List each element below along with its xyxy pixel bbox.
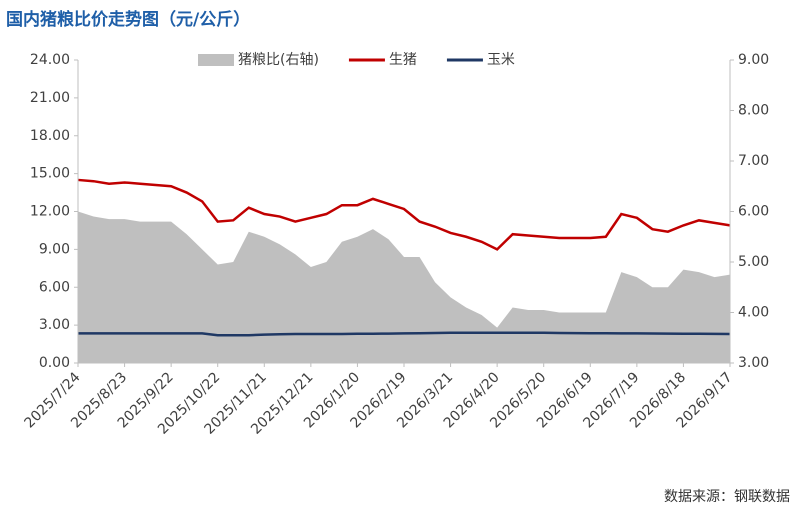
y-tick-label: 0.00 (39, 355, 70, 371)
y2-tick-label: 6.00 (738, 204, 769, 220)
y-tick-label: 15.00 (30, 166, 70, 182)
y-tick-label: 3.00 (39, 317, 70, 333)
y2-tick-label: 7.00 (738, 153, 769, 169)
legend-label: 生猪 (389, 52, 417, 68)
y-tick-label: 18.00 (30, 128, 70, 144)
y2-tick-label: 3.00 (738, 355, 769, 371)
area (78, 211, 730, 363)
y2-tick-label: 8.00 (738, 103, 769, 119)
legend-label: 猪粮比(右轴) (238, 52, 319, 68)
y2-tick-label: 4.00 (738, 305, 769, 321)
y-tick-label: 6.00 (39, 279, 70, 295)
y-tick-label: 12.00 (30, 204, 70, 220)
y2-tick-label: 5.00 (738, 254, 769, 270)
y2-tick-label: 9.00 (738, 52, 769, 68)
legend-swatch (198, 54, 234, 66)
line (78, 331, 731, 337)
y-tick-label: 9.00 (39, 241, 70, 257)
line (77, 178, 731, 251)
legend-label: 玉米 (487, 52, 515, 68)
y-tick-label: 21.00 (30, 90, 70, 106)
y-tick-label: 24.00 (30, 52, 70, 68)
chart-title: 国内猪粮比价走势图（元/公斤） (6, 9, 250, 30)
source: 数据来源：钢联数据 (664, 489, 790, 505)
